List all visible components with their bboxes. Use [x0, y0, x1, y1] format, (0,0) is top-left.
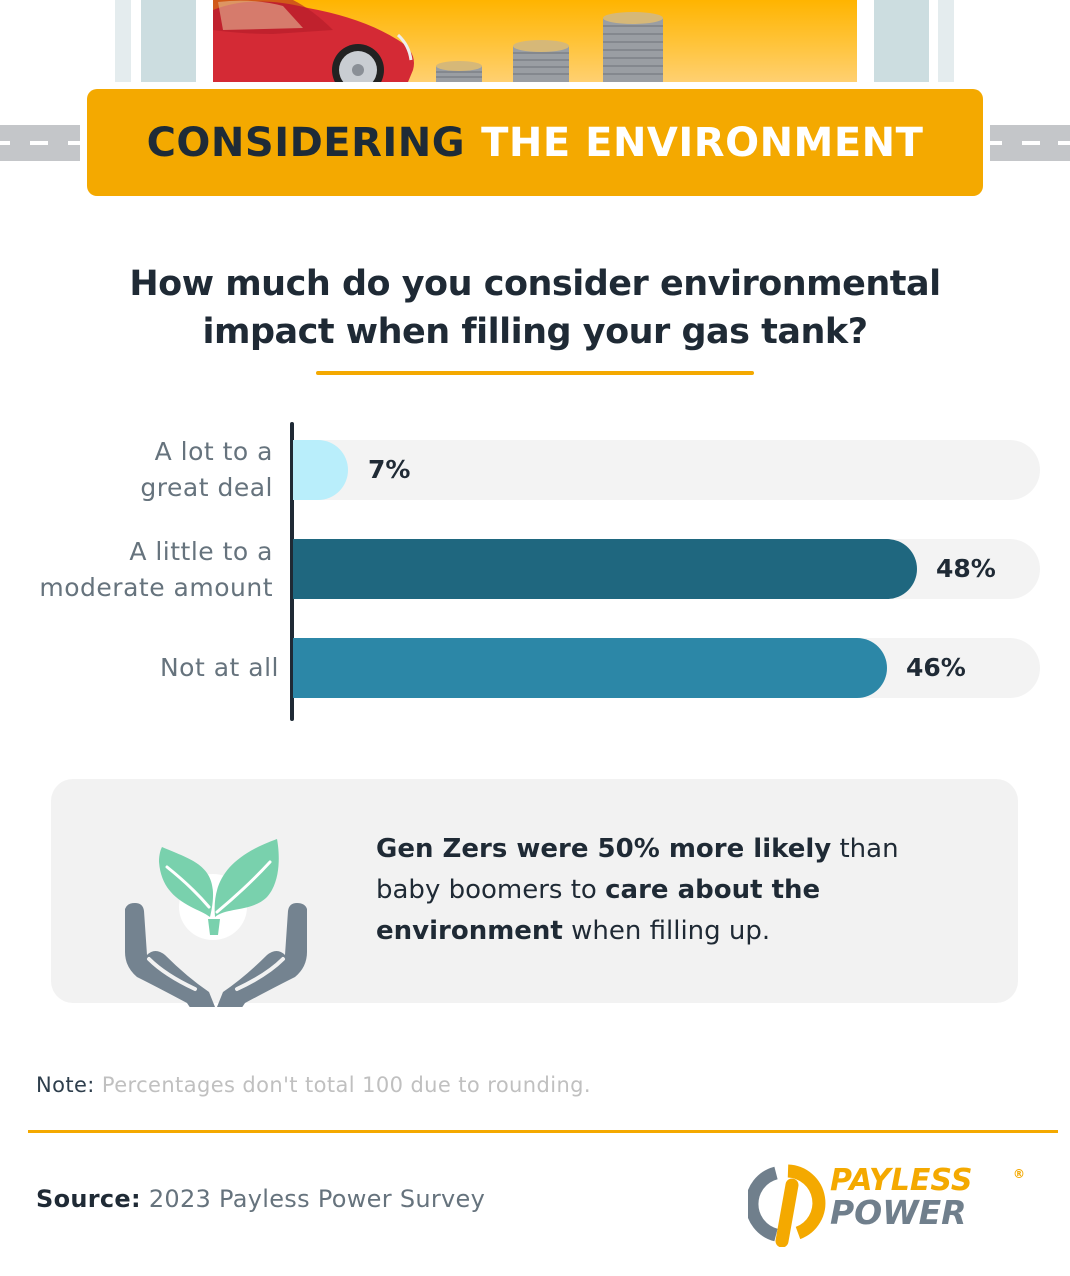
- road-dash: [990, 141, 1002, 145]
- road-dash: [30, 141, 48, 145]
- registered-mark: ®: [1013, 1167, 1025, 1181]
- banner-title-dark: CONSIDERING: [146, 119, 466, 166]
- source-line: Source: 2023 Payless Power Survey: [36, 1183, 485, 1215]
- header-pillar-left-inner: [141, 0, 196, 82]
- road-strip-left: [0, 125, 80, 161]
- coin-stack-small: [436, 61, 482, 82]
- title-underline: [316, 371, 754, 375]
- bar-track-not-at-all: 46%: [293, 638, 1040, 698]
- car-and-coins-illustration: [213, 0, 663, 82]
- bar-value-a-lot: 7%: [368, 455, 411, 484]
- chart-question-title: How much do you consider environmental i…: [0, 260, 1070, 356]
- header-pillar-left-outer: [115, 0, 131, 82]
- bar-label-line: moderate amount: [39, 573, 273, 602]
- bar-label-line: Not at all: [159, 653, 279, 682]
- bar-label-a-little: A little to a moderate amount: [39, 534, 273, 606]
- road-dash: [68, 141, 80, 145]
- footnote: Note: Percentages don't total 100 due to…: [36, 1070, 591, 1100]
- road-dash: [1058, 141, 1070, 145]
- callout-text-2: when filling up.: [562, 916, 771, 946]
- bar-value-not-at-all: 46%: [906, 653, 966, 682]
- bar-track-a-lot: 7%: [293, 440, 1040, 500]
- bar-a-little: [293, 539, 917, 599]
- note-value: Percentages don't total 100 due to round…: [101, 1073, 591, 1097]
- note-key: Note:: [36, 1073, 95, 1097]
- banner-title-light: THE ENVIRONMENT: [481, 119, 924, 166]
- callout-bold-1: Gen Zers were 50% more likely: [376, 834, 832, 864]
- logo-word-power: POWER: [830, 1193, 967, 1232]
- callout-bold-2: care about the environment: [376, 875, 821, 946]
- source-value: 2023 Payless Power Survey: [148, 1185, 486, 1213]
- road-strip-right: [990, 125, 1070, 161]
- header-pillar-right-outer: [938, 0, 954, 82]
- bar-a-lot: [293, 440, 348, 500]
- question-line-1: How much do you consider environmental: [129, 264, 941, 304]
- callout-text-1: than baby boomers to: [376, 834, 899, 905]
- bar-label-line: great deal: [140, 473, 273, 502]
- power-button-logo-icon: [745, 1164, 826, 1248]
- payless-power-logo: PAYLESS POWER ®: [745, 1163, 1028, 1248]
- chart-y-axis: [290, 422, 294, 721]
- source-key: Source:: [36, 1185, 141, 1213]
- question-line-2: impact when filling your gas tank?: [202, 312, 868, 352]
- coin-stack-medium: [513, 40, 569, 82]
- insight-callout: Gen Zers were 50% more likely than baby …: [51, 779, 1018, 1007]
- coin-stack-large: [603, 12, 663, 82]
- header-pillar-right-inner: [874, 0, 929, 82]
- footer-divider: [28, 1130, 1058, 1133]
- road-dash: [1022, 141, 1040, 145]
- bar-label-a-lot: A lot to a great deal: [140, 434, 273, 506]
- hands-holding-plant-icon: [125, 839, 307, 1007]
- bar-track-a-little: 48%: [293, 539, 1040, 599]
- logo-word-payless: PAYLESS: [830, 1163, 973, 1198]
- road-dash: [0, 141, 10, 145]
- bar-value-a-little: 48%: [936, 554, 996, 583]
- bar-not-at-all: [293, 638, 887, 698]
- header-hero-image: [213, 0, 857, 82]
- bar-label-line: A little to a: [129, 537, 273, 566]
- bar-label-line: A lot to a: [154, 437, 273, 466]
- bar-label-not-at-all: Not at all: [160, 650, 279, 686]
- callout-text: Gen Zers were 50% more likely than baby …: [376, 829, 956, 952]
- section-banner: CONSIDERING THE ENVIRONMENT: [87, 89, 983, 196]
